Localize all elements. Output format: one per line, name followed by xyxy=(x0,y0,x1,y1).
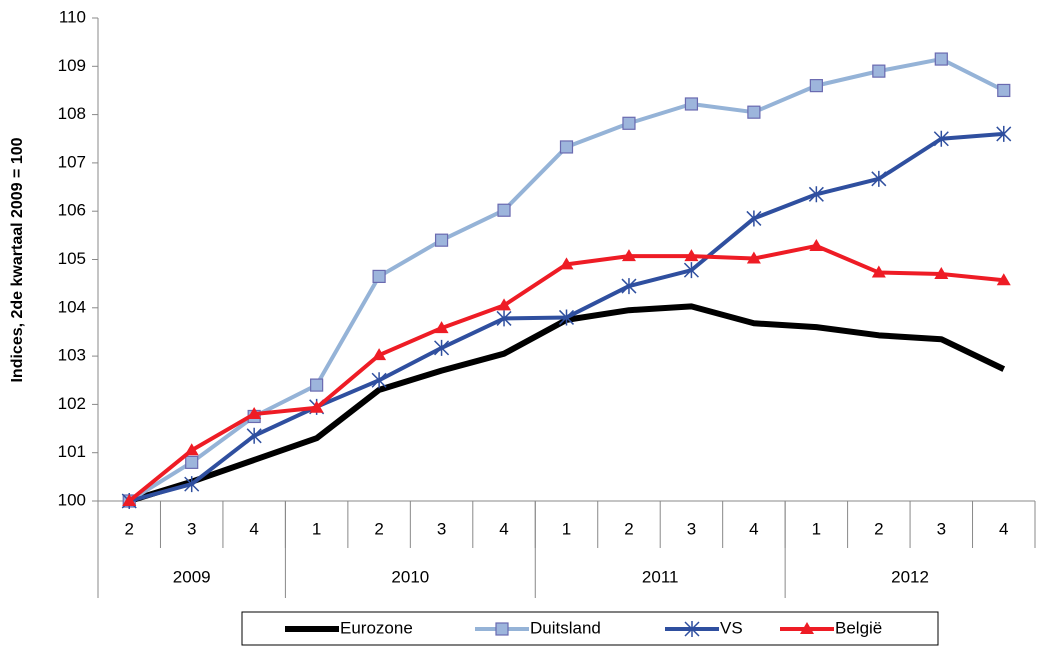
marker xyxy=(621,249,636,262)
marker xyxy=(808,186,824,203)
marker xyxy=(246,427,262,444)
group-label: 2012 xyxy=(891,567,929,586)
marker xyxy=(184,443,199,456)
marker xyxy=(933,130,949,147)
y-axis-label: Indices, 2de kwartaal 2009 = 100 xyxy=(9,137,26,382)
x-tick-label: 3 xyxy=(437,519,446,538)
marker xyxy=(122,494,137,506)
x-tick-label: 1 xyxy=(562,519,571,538)
marker xyxy=(495,622,509,636)
marker xyxy=(309,400,324,413)
x-tick-label: 3 xyxy=(687,519,696,538)
marker xyxy=(497,203,511,217)
marker xyxy=(809,79,823,93)
group-label: 2010 xyxy=(391,567,429,586)
legend-label: VS xyxy=(720,618,743,637)
marker xyxy=(934,266,949,279)
group-label: 2011 xyxy=(642,567,679,586)
marker xyxy=(871,265,886,278)
marker xyxy=(746,251,761,264)
marker xyxy=(996,273,1011,286)
marker xyxy=(372,348,387,361)
marker xyxy=(434,233,449,247)
line xyxy=(128,303,1006,504)
marker xyxy=(247,407,262,420)
marker xyxy=(622,116,636,130)
x-tick-label: 2 xyxy=(874,519,883,538)
marker xyxy=(800,622,814,634)
x-tick-label: 2 xyxy=(124,519,133,538)
group-label: 2009 xyxy=(173,567,211,586)
x-tick-label: 3 xyxy=(187,519,196,538)
x-tick-label: 4 xyxy=(499,519,508,538)
marker xyxy=(559,257,574,270)
y-tick-label: 108 xyxy=(58,104,86,123)
x-tick-label: 1 xyxy=(812,519,821,538)
y-tick-label: 105 xyxy=(58,249,86,268)
y-tick-label: 107 xyxy=(58,152,86,171)
y-tick-label: 110 xyxy=(59,7,86,26)
y-tick-label: 106 xyxy=(58,201,86,220)
marker xyxy=(872,64,886,78)
marker xyxy=(372,269,386,284)
x-tick-label: 4 xyxy=(749,519,758,538)
marker xyxy=(434,339,450,356)
x-tick-label: 4 xyxy=(249,519,258,538)
marker xyxy=(371,372,387,389)
marker xyxy=(996,125,1012,142)
marker xyxy=(934,52,948,66)
y-tick-label: 100 xyxy=(58,490,86,509)
marker xyxy=(997,83,1011,98)
marker xyxy=(746,210,762,227)
marker xyxy=(496,310,512,327)
marker xyxy=(871,170,887,187)
x-tick-label: 2 xyxy=(624,519,633,538)
marker xyxy=(558,309,575,326)
marker xyxy=(621,278,637,295)
x-tick-label: 1 xyxy=(312,519,321,538)
y-tick-label: 101 xyxy=(58,442,86,461)
line xyxy=(127,243,1004,503)
legend-label: Duitsland xyxy=(530,618,601,637)
marker xyxy=(497,298,512,311)
marker xyxy=(684,621,700,637)
marker xyxy=(683,262,699,279)
y-tick-label: 109 xyxy=(58,56,86,75)
marker xyxy=(434,321,449,334)
marker xyxy=(310,378,324,392)
marker xyxy=(809,238,824,251)
marker xyxy=(684,97,699,111)
marker xyxy=(184,476,200,493)
legend-label: België xyxy=(835,618,882,637)
x-tick-label: 4 xyxy=(999,519,1008,538)
y-tick-label: 103 xyxy=(58,346,86,365)
marker xyxy=(185,455,199,469)
marker xyxy=(559,140,574,154)
legend-label: Eurozone xyxy=(340,618,413,637)
y-tick-label: 102 xyxy=(58,394,86,413)
marker xyxy=(747,105,761,119)
y-tick-label: 104 xyxy=(58,297,86,316)
x-tick-label: 2 xyxy=(374,519,383,538)
x-tick-label: 3 xyxy=(937,519,946,538)
marker xyxy=(684,249,699,262)
